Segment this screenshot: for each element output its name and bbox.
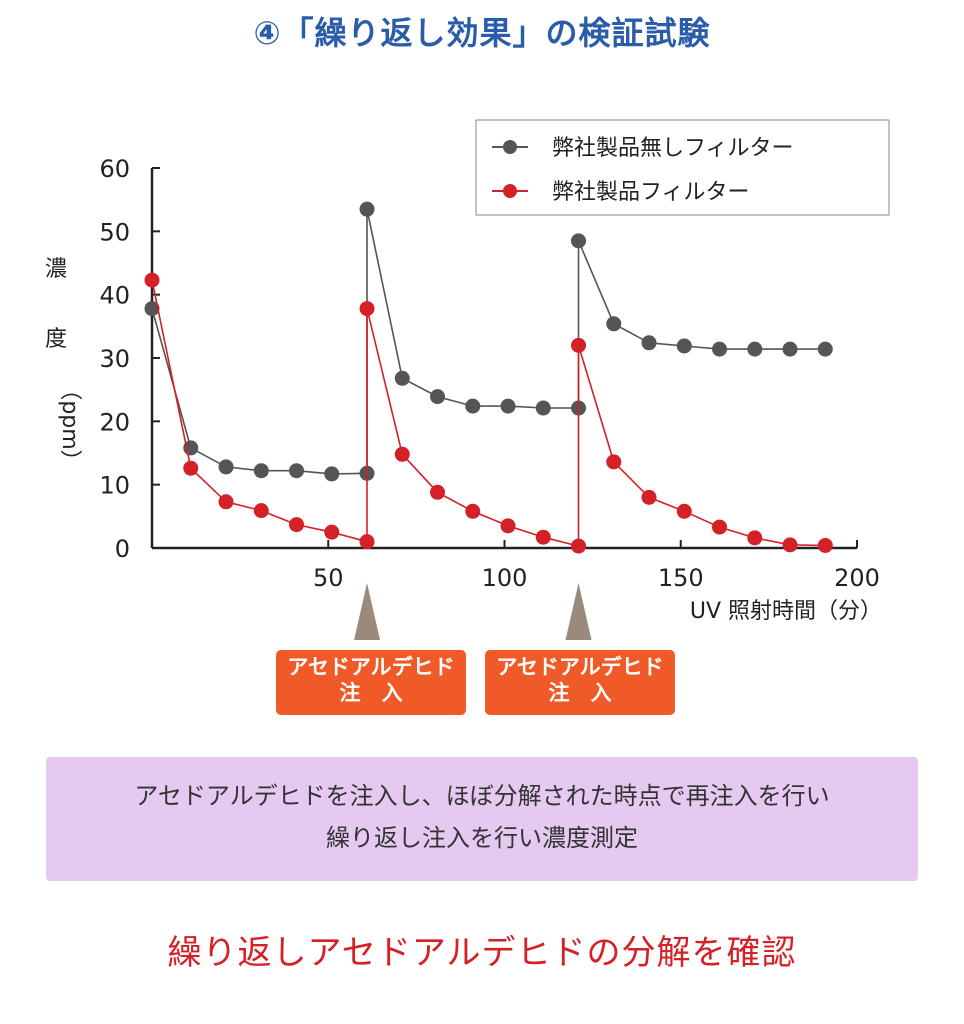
data-point-series-1: [359, 301, 375, 317]
chart-legend: 弊社製品無しフィルター 弊社製品フィルター: [475, 119, 890, 216]
description-line-1: アセドアルデヒドを注入し、ほぼ分解された時点で再注入を行い: [134, 782, 830, 810]
legend-label-gray: 弊社製品無しフィルター: [552, 136, 794, 161]
data-point-series-1: [253, 503, 269, 519]
data-point-series-1: [712, 519, 728, 535]
data-point-series-0: [394, 370, 410, 386]
y-tick-label: 50: [99, 218, 130, 246]
data-point-series-1: [289, 517, 305, 533]
injection-label-2-line1: アセドアルデヒド: [496, 655, 664, 679]
data-point-series-1: [430, 484, 446, 500]
data-point-series-1: [782, 537, 798, 553]
y-axis-label: 濃 度 （ppm）: [45, 257, 82, 472]
legend-marker-red: [503, 184, 517, 198]
data-point-series-1: [535, 529, 551, 545]
injection-marker-1: [354, 583, 381, 640]
series-line-1: [151, 279, 826, 548]
injection-label-1: アセドアルデヒド 注 入: [276, 650, 466, 715]
x-tick-label: 200: [834, 564, 880, 592]
data-point-series-0: [359, 201, 375, 217]
data-point-series-0: [747, 341, 763, 357]
data-point-series-0: [712, 341, 728, 357]
data-point-series-0: [782, 341, 798, 357]
legend-marker-gray: [503, 140, 517, 154]
data-point-series-1: [747, 530, 763, 546]
y-tick-label: 30: [99, 345, 130, 373]
chart-axes: 0 10 20 30 40 50 60 50 100 150 200: [99, 155, 879, 592]
data-point-series-0: [535, 400, 551, 416]
data-point-series-1: [500, 518, 516, 534]
data-point-series-1: [218, 494, 234, 510]
x-tick-label: 50: [313, 564, 344, 592]
injection-markers: [354, 583, 592, 640]
y-tick-label: 60: [99, 155, 130, 183]
legend-label-red: 弊社製品フィルター: [552, 180, 750, 205]
data-point-series-0: [144, 301, 160, 317]
y-axis-label-char-1: 濃: [45, 257, 67, 282]
data-point-series-1: [817, 537, 833, 553]
data-point-series-1: [641, 489, 657, 505]
chart-series: [144, 201, 833, 554]
y-tick-label: 10: [99, 472, 130, 500]
series-line-0: [151, 209, 826, 475]
injection-label-1-line2: 注 入: [339, 681, 403, 705]
data-point-series-0: [289, 463, 305, 479]
y-axis-label-char-2: 度: [45, 327, 67, 352]
y-axis-label-unit: （ppm）: [57, 378, 82, 471]
injection-label-2: アセドアルデヒド 注 入: [485, 650, 675, 715]
conclusion-text: 繰り返しアセドアルデヒドの分解を確認: [167, 933, 797, 973]
data-point-series-1: [606, 454, 622, 470]
data-point-series-1: [144, 272, 160, 288]
x-tick-label: 100: [482, 564, 528, 592]
data-point-series-1: [183, 460, 199, 476]
legend-box: [475, 119, 890, 216]
data-point-series-0: [430, 389, 446, 405]
data-point-series-0: [641, 335, 657, 351]
data-point-series-0: [676, 338, 692, 354]
data-point-series-1: [571, 337, 587, 353]
data-point-series-1: [571, 538, 587, 554]
y-tick-label: 0: [115, 535, 130, 563]
injection-label-2-line2: 注 入: [548, 681, 612, 705]
data-point-series-0: [500, 398, 516, 414]
data-point-series-0: [606, 316, 622, 332]
injection-label-1-line1: アセドアルデヒド: [287, 655, 455, 679]
x-tick-label: 150: [658, 564, 704, 592]
description-line-2: 繰り返し注入を行い濃度測定: [326, 824, 638, 852]
data-point-series-0: [324, 466, 340, 482]
description-box: アセドアルデヒドを注入し、ほぼ分解された時点で再注入を行い 繰り返し注入を行い濃…: [46, 757, 918, 881]
data-point-series-0: [218, 459, 234, 475]
injection-marker-2: [565, 583, 592, 640]
data-point-series-0: [817, 341, 833, 357]
page-title: ④「繰り返し効果」の検証試験: [253, 14, 711, 52]
data-point-series-1: [359, 534, 375, 550]
data-point-series-0: [465, 398, 481, 414]
x-axis-label: UV 照射時間（分）: [690, 599, 882, 624]
y-tick-label: 20: [99, 408, 130, 436]
line-chart: 0 10 20 30 40 50 60 50 100 150 200 弊社製品無しフィルター 弊社製…: [45, 119, 890, 640]
y-tick-label: 40: [99, 282, 130, 310]
data-point-series-1: [324, 524, 340, 540]
data-point-series-0: [571, 233, 587, 249]
data-point-series-1: [394, 446, 410, 462]
data-point-series-1: [676, 503, 692, 519]
data-point-series-0: [253, 463, 269, 479]
data-point-series-1: [465, 503, 481, 519]
